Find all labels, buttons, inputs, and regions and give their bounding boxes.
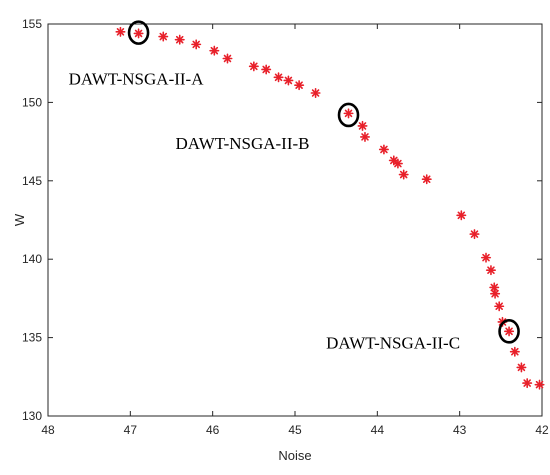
data-point [494, 301, 505, 312]
data-point [343, 108, 354, 119]
annotation-label: DAWT-NSGA-II-B [176, 134, 310, 153]
x-tick-label: 45 [288, 423, 302, 437]
data-point [283, 75, 294, 86]
data-point [469, 229, 480, 240]
data-point [248, 61, 259, 72]
x-tick-label: 43 [453, 423, 467, 437]
data-point [222, 53, 233, 64]
annotation-label: DAWT-NSGA-II-A [69, 70, 205, 89]
data-point [489, 282, 500, 293]
y-tick-label: 155 [22, 17, 42, 31]
y-tick-label: 140 [22, 252, 42, 266]
data-point [504, 326, 515, 337]
x-tick-label: 42 [535, 423, 549, 437]
data-point [359, 131, 370, 142]
data-point [294, 80, 305, 91]
y-tick-label: 150 [22, 95, 42, 109]
data-point [485, 265, 496, 276]
data-point [158, 31, 169, 42]
data-point [273, 72, 284, 83]
y-tick-label: 130 [22, 409, 42, 423]
data-point [133, 28, 144, 39]
x-tick-label: 46 [206, 423, 220, 437]
data-point [261, 64, 272, 75]
data-point [481, 252, 492, 263]
x-tick-label: 47 [124, 423, 138, 437]
highlight-ring [337, 102, 360, 128]
plot-area [47, 23, 543, 417]
x-tick-label: 44 [371, 423, 385, 437]
data-point [191, 39, 202, 50]
data-point [378, 144, 389, 155]
data-point [392, 158, 403, 169]
data-point [516, 362, 527, 373]
data-points [115, 26, 545, 390]
annotations: DAWT-NSGA-II-A DAWT-NSGA-II-B DAWT-NSGA-II… [69, 20, 520, 352]
y-tick-label: 135 [22, 331, 42, 345]
data-point [209, 45, 220, 56]
data-point [310, 87, 321, 98]
data-point [115, 26, 126, 37]
highlight-ring [498, 319, 520, 344]
data-point [534, 379, 545, 390]
data-point [490, 288, 501, 299]
x-axis-label: Noise [278, 448, 311, 463]
data-point [357, 120, 368, 131]
data-point [421, 174, 432, 185]
highlight-ring [127, 20, 150, 45]
data-point [174, 34, 185, 45]
annotation-label: DAWT-NSGA-II-C [326, 333, 460, 352]
y-tick-label: 145 [22, 174, 42, 188]
data-point [509, 346, 520, 357]
data-point [398, 169, 409, 180]
data-point [456, 210, 467, 221]
x-tick-label: 48 [41, 423, 55, 437]
data-point [522, 378, 533, 389]
axis-ticks: 48 47 46 45 44 43 42 130 135 140 145 150 155 [22, 17, 549, 437]
y-axis-label: W [12, 213, 27, 226]
